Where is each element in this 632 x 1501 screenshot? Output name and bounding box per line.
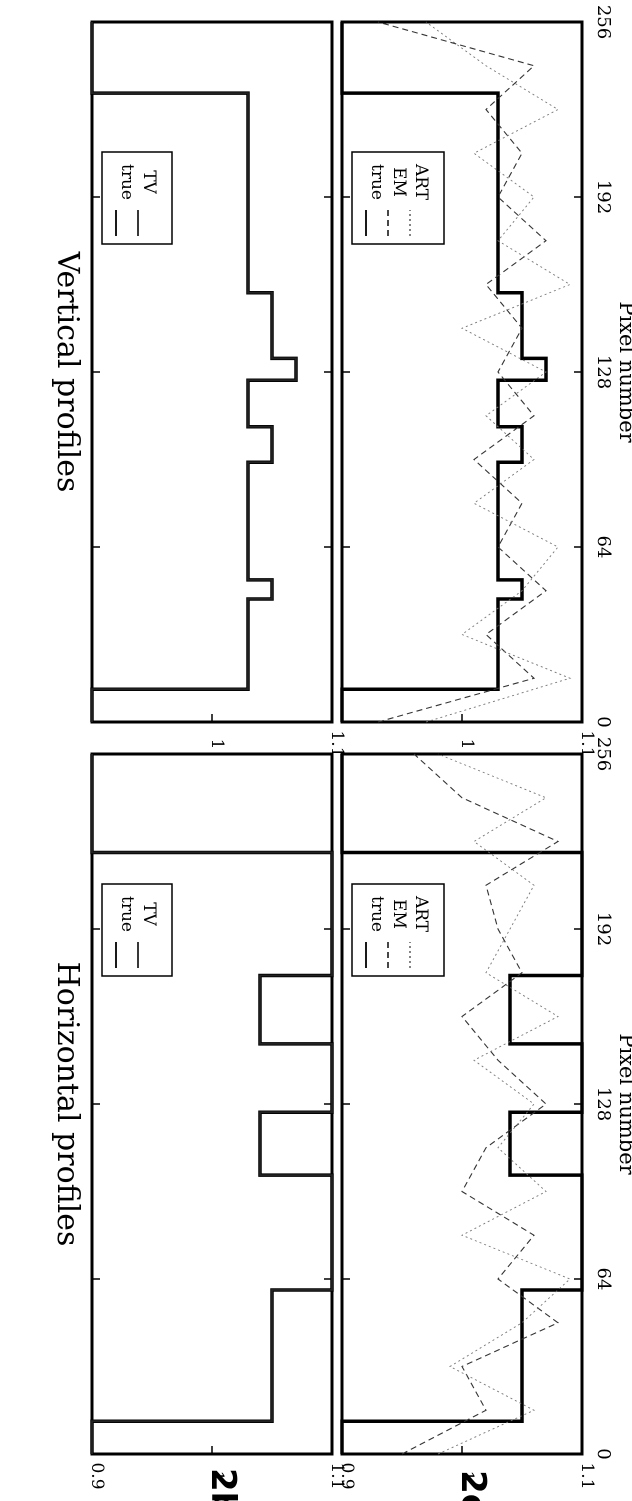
xtick-label: 192 (593, 912, 614, 946)
legend-label: ART (411, 163, 431, 201)
ytick-label: 1.1 (327, 730, 347, 757)
ytick-label: 1.1 (327, 1462, 347, 1489)
xtick-label: 64 (593, 1268, 614, 1291)
legend-label: TV (139, 902, 159, 926)
series-line-tv (91, 754, 333, 1454)
xtick-label: 128 (593, 355, 614, 389)
panel-v-2c: 0 64 128 192 256 1 1.1 true EM ART (340, 5, 614, 758)
ytick-label: 1 (207, 739, 227, 750)
series-line-art (425, 21, 572, 723)
legend-label: true (367, 164, 387, 200)
xtick-label: 64 (593, 536, 614, 559)
xtick-label: 128 (593, 1087, 614, 1121)
series-line-em (401, 753, 560, 1455)
legend-box (351, 883, 445, 977)
legend-label: true (117, 164, 137, 200)
row-label-2c: 2c (453, 1470, 493, 1501)
title-vertical-profiles: Vertical profiles (50, 251, 85, 493)
series-line-true (90, 22, 298, 722)
ytick-label: 0.9 (337, 1462, 357, 1489)
xlabel-vertical: Pixel number (615, 301, 632, 443)
xtick-label: 0 (593, 1448, 614, 1459)
xtick-label: 256 (593, 5, 614, 39)
series-line-em (377, 21, 547, 723)
ytick-label: 1 (457, 739, 477, 750)
ytick-label: 1.1 (577, 730, 597, 757)
xtick-label: 256 (593, 737, 614, 771)
legend-label: EM (389, 167, 409, 197)
legend-label: true (117, 896, 137, 932)
legend-label: ART (411, 895, 431, 933)
ytick-label: 0.9 (87, 1462, 107, 1489)
panel-h-2b: 0.9 1 1.1 true TV (87, 753, 347, 1490)
plot-frame-2b-horizontal (90, 752, 334, 1456)
series-line-true (90, 754, 334, 1454)
legend-box (351, 151, 445, 245)
ytick-label: 1 (457, 1471, 477, 1482)
xtick-label: 192 (593, 180, 614, 214)
series-line-true (340, 22, 548, 722)
panel-h-2c: 0 64 128 192 256 0.9 1 1.1 true EM ART (337, 737, 614, 1490)
series-line-true (340, 754, 584, 1454)
xlabel-horizontal: Pixel number (615, 1033, 632, 1175)
title-horizontal-profiles: Horizontal profiles (50, 962, 85, 1247)
xtick-label: 0 (593, 716, 614, 727)
legend-label: true (367, 896, 387, 932)
legend-label: TV (139, 170, 159, 194)
legend-box (101, 883, 173, 977)
legend-box (101, 151, 173, 245)
ytick-label: 1 (207, 1471, 227, 1482)
ytick-label: 1.1 (577, 1462, 597, 1489)
plot-frame-2c-horizontal (340, 752, 584, 1456)
series-line-art (437, 753, 571, 1455)
panel-v-2b: 1 1.1 true TV (90, 21, 347, 758)
legend-label: EM (389, 899, 409, 929)
row-label-2b: 2b (203, 1468, 243, 1501)
series-line-tv (91, 22, 297, 722)
